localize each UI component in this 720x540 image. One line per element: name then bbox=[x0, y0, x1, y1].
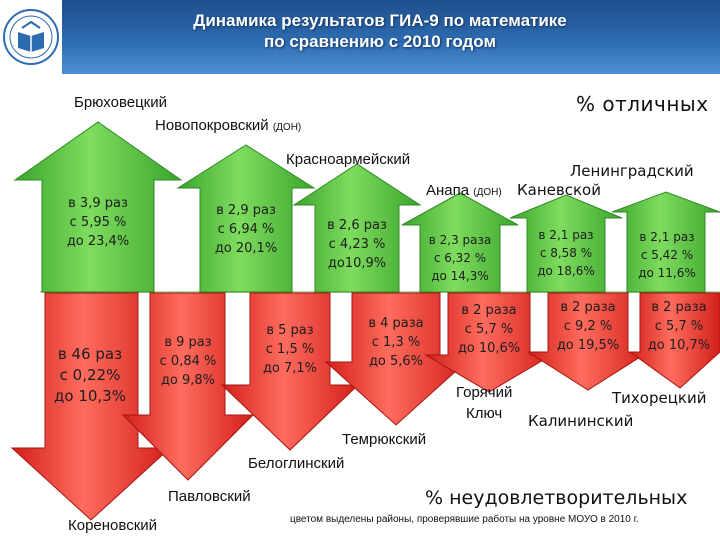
up-label-anapa: в 2,3 раза с 6,32 % до 14,3% bbox=[418, 231, 502, 285]
title-line-1: Динамика результатов ГИА-9 по математике bbox=[193, 11, 567, 30]
down-label-2-line-2: с 0,84 % bbox=[159, 354, 217, 369]
down-label-tikhoretsky: в 2 раза с 5,7 % до 10,7% bbox=[638, 298, 720, 355]
down-label-7-line-3: до 10,7% bbox=[647, 338, 711, 353]
district-korenovsky: Кореновский bbox=[68, 517, 158, 534]
district-beloglinsky: Белоглинский bbox=[248, 455, 345, 472]
up-label-kanevskoy: в 2,1 раз с 8,58 % до 18,6% bbox=[524, 226, 608, 280]
down-label-6-line-1: в 2 раза bbox=[560, 300, 616, 315]
down-label-5-line-3: до 10,6% bbox=[457, 341, 521, 356]
logo bbox=[0, 0, 62, 74]
down-label-7-line-2: с 5,7 % bbox=[654, 319, 704, 334]
district-novopokrovsky: Новопокровский (ДОН) bbox=[155, 117, 301, 134]
district-anapa-don: (ДОН) bbox=[473, 187, 502, 198]
up-label-4-line-1: в 2,3 раза bbox=[428, 233, 492, 247]
up-arrow-krasnoarmeysky bbox=[292, 163, 422, 293]
title-line-2: по сравнению с 2010 годом bbox=[263, 32, 497, 51]
district-novopokrovsky-don: (ДОН) bbox=[272, 122, 302, 133]
down-label-goryachy-klyuch: в 2 раза с 5,7 % до 10,6% bbox=[446, 301, 532, 358]
header-bar: Динамика результатов ГИА-9 по математике… bbox=[0, 0, 720, 74]
down-label-5-line-2: с 5,7 % bbox=[464, 322, 514, 337]
down-label-1-line-2: с 0,22% bbox=[59, 366, 121, 384]
down-label-kalininsky: в 2 раза с 9,2 % до 19,5% bbox=[546, 298, 630, 355]
up-label-bryukhovetsky: в 3,9 раз с 5,95 % до 23,4% bbox=[44, 194, 152, 251]
down-label-2-line-1: в 9 раз bbox=[164, 335, 212, 350]
down-arrow-pavlovsky bbox=[121, 292, 255, 481]
down-label-4-line-3: до 5,6% bbox=[368, 354, 424, 369]
down-label-3-line-1: в 5 раз bbox=[266, 323, 314, 338]
page-title: Динамика результатов ГИА-9 по математике… bbox=[120, 10, 640, 52]
up-label-6-line-3: до 11,6% bbox=[638, 266, 696, 280]
down-label-4-line-1: в 4 раза bbox=[368, 316, 424, 331]
up-label-6-line-1: в 2,1 раз bbox=[639, 230, 695, 244]
down-label-2-line-3: до 9,8% bbox=[160, 373, 216, 388]
up-arrow-anapa bbox=[401, 192, 519, 293]
district-anapa: Анапа (ДОН) bbox=[426, 182, 502, 199]
district-goryachy-klyuch: Ключ bbox=[466, 405, 503, 422]
district-kalininsky: Калининский bbox=[528, 412, 634, 430]
up-arrow-bryukhovetsky bbox=[13, 121, 183, 293]
down-label-1-line-1: в 46 раз bbox=[57, 345, 123, 363]
down-label-6-line-2: с 9,2 % bbox=[563, 319, 613, 334]
down-arrow-beloglinsky bbox=[220, 292, 360, 451]
district-temryuksky: Темрюкский bbox=[342, 431, 427, 448]
up-arrow-leningradsky bbox=[611, 191, 720, 293]
district-goryachy: Горячий bbox=[456, 384, 513, 401]
district-leningradsky: Ленинградский bbox=[570, 162, 694, 180]
legend-excellent: % отличных bbox=[576, 92, 709, 116]
up-label-6-line-2: с 5,42 % bbox=[640, 248, 694, 262]
up-label-krasnoarmeysky: в 2,6 раз с 4,23 % до10,9% bbox=[313, 216, 401, 273]
up-label-3-line-3: до10,9% bbox=[327, 256, 387, 271]
legend-poor: % неудовлетворительных bbox=[425, 487, 688, 509]
up-label-2-line-1: в 2,9 раз bbox=[216, 203, 276, 218]
district-novopokrovsky-name: Новопокровский bbox=[155, 117, 269, 134]
up-label-5-line-1: в 2,1 раз bbox=[538, 228, 594, 242]
up-label-2-line-3: до 20,1% bbox=[214, 241, 278, 256]
down-arrow-kalininsky bbox=[526, 292, 650, 391]
down-label-beloglinsky: в 5 раз с 1,5 % до 7,1% bbox=[248, 321, 332, 378]
footnote: цветом выделены районы, проверявшие рабо… bbox=[290, 514, 639, 525]
district-tikhoretsky: Тихорецкий bbox=[612, 389, 707, 407]
up-label-3-line-1: в 2,6 раз bbox=[327, 218, 387, 233]
up-arrow-novopokrovsky bbox=[176, 144, 316, 293]
up-label-5-line-2: с 8,58 % bbox=[539, 246, 593, 260]
up-label-3-line-2: с 4,23 % bbox=[328, 237, 386, 252]
up-label-4-line-2: с 6,32 % bbox=[433, 251, 487, 265]
down-arrow-goryachy-klyuch bbox=[424, 292, 554, 393]
down-label-temryuksky: в 4 раза с 1,3 % до 5,6% bbox=[350, 314, 442, 371]
up-label-leningradsky: в 2,1 раз с 5,42 % до 11,6% bbox=[625, 228, 709, 282]
down-label-6-line-3: до 19,5% bbox=[556, 338, 620, 353]
down-label-4-line-2: с 1,3 % bbox=[371, 335, 421, 350]
up-arrow-kanevskoy bbox=[509, 194, 623, 293]
down-label-pavlovsky: в 9 раз с 0,84 % до 9,8% bbox=[146, 333, 230, 390]
down-arrow-tikhoretsky bbox=[628, 292, 720, 389]
district-krasnoarmeysky: Красноармейский bbox=[286, 151, 411, 168]
down-label-1-line-3: до 10,3% bbox=[54, 387, 126, 405]
up-label-1-line-2: с 5,95 % bbox=[69, 215, 127, 230]
district-anapa-name: Анапа bbox=[426, 182, 470, 199]
up-label-novopokrovsky: в 2,9 раз с 6,94 % до 20,1% bbox=[200, 201, 292, 258]
down-label-5-line-1: в 2 раза bbox=[461, 303, 517, 318]
down-arrow-korenovsky bbox=[10, 292, 172, 521]
district-pavlovsky: Павловский bbox=[168, 488, 251, 505]
down-label-7-line-1: в 2 раза bbox=[651, 300, 707, 315]
book-emblem-icon bbox=[3, 9, 59, 65]
up-label-1-line-1: в 3,9 раз bbox=[68, 196, 128, 211]
district-bryukhovetsky: Брюховецкий bbox=[74, 94, 167, 111]
down-label-korenovsky: в 46 раз с 0,22% до 10,3% bbox=[30, 344, 150, 407]
down-arrow-temryuksky bbox=[324, 292, 468, 426]
up-label-4-line-3: до 14,3% bbox=[431, 269, 489, 283]
down-label-3-line-3: до 7,1% bbox=[262, 361, 318, 376]
district-kanevskoy: Каневской bbox=[517, 181, 601, 199]
up-label-1-line-3: до 23,4% bbox=[66, 234, 130, 249]
down-label-3-line-2: с 1,5 % bbox=[265, 342, 315, 357]
up-label-2-line-2: с 6,94 % bbox=[217, 222, 275, 237]
up-label-5-line-3: до 18,6% bbox=[537, 264, 595, 278]
